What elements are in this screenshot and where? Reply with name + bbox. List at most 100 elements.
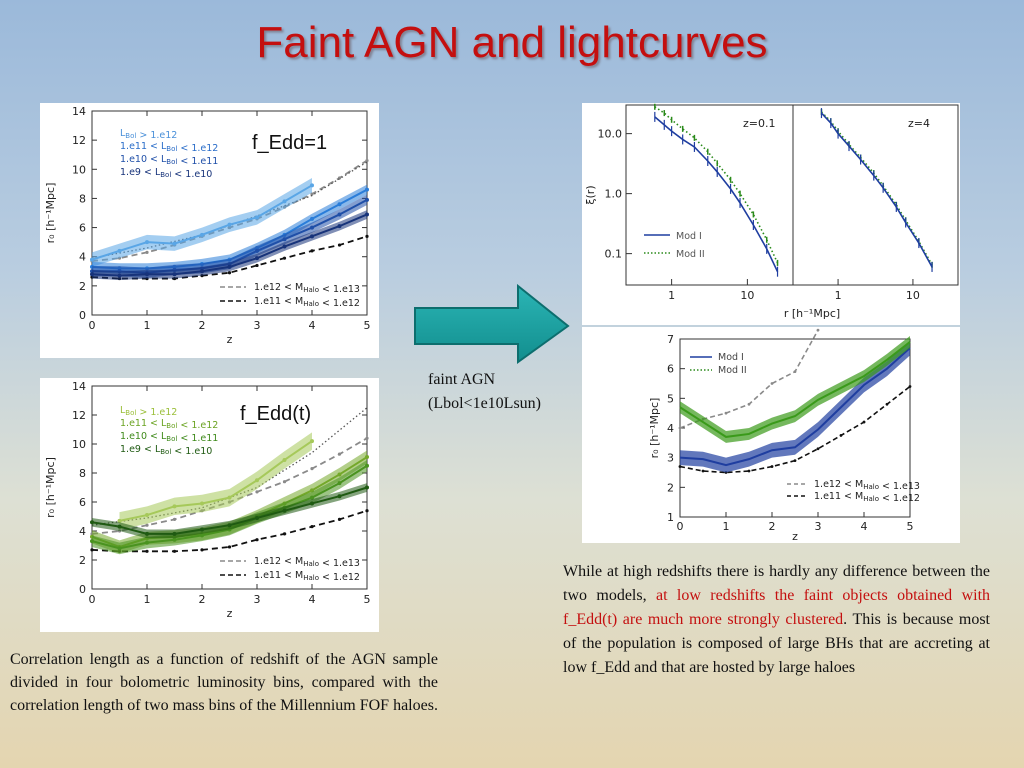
models-halo-point — [770, 465, 774, 468]
series-point — [365, 463, 369, 468]
series-point — [227, 264, 232, 269]
xi-x-tick-label: 1 — [835, 289, 842, 302]
legend-lum-entry: LBol > 1.e12 — [120, 128, 177, 141]
models-halo-point — [770, 382, 774, 385]
series-point — [310, 234, 314, 239]
x-tick-label: 2 — [199, 593, 206, 606]
series-point — [337, 224, 342, 229]
models-halo-point — [678, 426, 682, 430]
series-point — [310, 501, 314, 506]
caption-right: While at high redshifts there is hardly … — [563, 560, 990, 680]
legend-lum-entry: 1.e10 < LBol < 1.e11 — [120, 154, 218, 167]
series-point — [255, 515, 259, 520]
y-tick-label: 14 — [72, 380, 86, 393]
halo-point — [365, 158, 369, 163]
series-point — [145, 513, 149, 518]
models-y-tick-label: 1 — [667, 511, 674, 524]
series-point — [365, 212, 369, 217]
halo-point — [337, 452, 342, 456]
series-point — [145, 240, 149, 245]
series-point — [90, 257, 94, 262]
right-arrow-icon — [414, 283, 570, 364]
legend-halo-entry: 1.e11 < MHalo < 1.e12 — [254, 570, 360, 583]
halo-point — [227, 545, 232, 549]
xi-y-tick-label: 1.0 — [605, 188, 623, 201]
series-point — [310, 495, 314, 500]
series-point — [90, 539, 94, 544]
y-tick-label: 4 — [79, 251, 86, 264]
series-point — [365, 197, 369, 202]
models-legend-mod1: Mod I — [718, 352, 744, 363]
caption-right-highlight: at low redshifts the faint objects obtai… — [563, 587, 991, 628]
x-axis-label: z — [227, 607, 233, 620]
models-x-tick-label: 3 — [815, 520, 822, 533]
series-point — [255, 256, 259, 261]
arrow-label: faint AGN (Lbol<1e10Lsun) — [428, 368, 541, 416]
x-tick-label: 5 — [364, 319, 371, 332]
series-point — [200, 501, 204, 506]
models-halo-point — [908, 385, 912, 388]
series-point — [90, 520, 94, 525]
models-x-tick-label: 5 — [907, 520, 914, 533]
series-point — [365, 455, 369, 460]
chart-xi-panel: 1 10 10.0 1.0 0.1 z=0.1 1 10 z=4 ξ(r) r [h⁻¹Mpc] Mo… — [582, 103, 960, 325]
y-tick-label: 6 — [79, 496, 86, 509]
series-point — [227, 495, 232, 500]
models-halo-point — [839, 434, 843, 437]
halo-point — [90, 548, 94, 552]
series-point — [117, 518, 122, 523]
models-halo-point — [747, 469, 751, 473]
xi-x-axis-label: r [h⁻¹Mpc] — [784, 307, 840, 320]
halo-point — [337, 517, 342, 521]
halo-point — [200, 548, 204, 552]
models-series-band-1 — [680, 336, 910, 443]
models-y-tick-label: 3 — [667, 452, 674, 465]
xi-y-tick-label: 10.0 — [598, 128, 623, 141]
legend-lum-entry: 1.e9 < LBol < 1.e10 — [120, 167, 212, 180]
chart-fedd1-panel: 0 1 2 3 4 5 0 2 4 6 8 10 12 14 z r₀ [h⁻¹Mpc] LBol > 1.e1… — [40, 103, 379, 358]
series-line-0 — [119, 440, 313, 522]
models-y-tick-label: 4 — [667, 422, 674, 435]
halo-point — [310, 192, 314, 196]
y-tick-label: 0 — [79, 309, 86, 322]
y-tick-label: 10 — [72, 438, 86, 451]
x-axis-label: z — [227, 333, 233, 346]
series-point — [117, 273, 122, 278]
y-tick-label: 14 — [72, 105, 86, 118]
series-point — [172, 504, 177, 509]
halo-point — [172, 517, 177, 521]
halo-point — [365, 509, 369, 513]
halo-point — [255, 263, 259, 268]
models-series-band-0 — [680, 340, 910, 473]
models-x-axis-label: z — [792, 530, 798, 543]
caption-right-part2: . This is because most of the population… — [563, 611, 990, 676]
series-point — [337, 472, 342, 477]
x-tick-label: 0 — [89, 319, 96, 332]
x-tick-label: 4 — [309, 593, 316, 606]
xi-panel-label: z=0.1 — [743, 117, 775, 130]
halo-point — [227, 271, 232, 275]
legend-halo-entry: 1.e11 < MHalo < 1.e12 — [254, 296, 360, 309]
y-tick-label: 2 — [79, 554, 86, 567]
caption-left: Correlation length as a function of reds… — [10, 651, 438, 714]
series-point — [310, 439, 314, 444]
x-tick-label: 3 — [254, 319, 261, 332]
chart-correlation-function: 1 10 10.0 1.0 0.1 z=0.1 1 10 z=4 ξ(r) r [h⁻¹Mpc] Mo… — [584, 103, 959, 320]
xi-x-tick-label: 10 — [906, 289, 920, 302]
series-point — [145, 272, 149, 277]
y-tick-label: 0 — [79, 583, 86, 596]
series-band-2 — [92, 459, 367, 555]
series-point — [117, 248, 122, 253]
series-point — [172, 537, 177, 542]
models-legend-halo-entry: 1.e12 < MHalo < 1.e13 — [814, 479, 920, 492]
models-halo-point — [678, 465, 682, 468]
models-series-line-0 — [679, 347, 911, 467]
series-point — [310, 216, 314, 221]
xi-mod2-line — [654, 106, 779, 264]
series-point — [337, 202, 342, 207]
halo-point — [310, 525, 314, 529]
models-legend-mod2: Mod II — [718, 365, 747, 376]
legend-lum-entry: 1.e11 < LBol < 1.e12 — [120, 141, 218, 154]
series-point — [200, 533, 204, 538]
